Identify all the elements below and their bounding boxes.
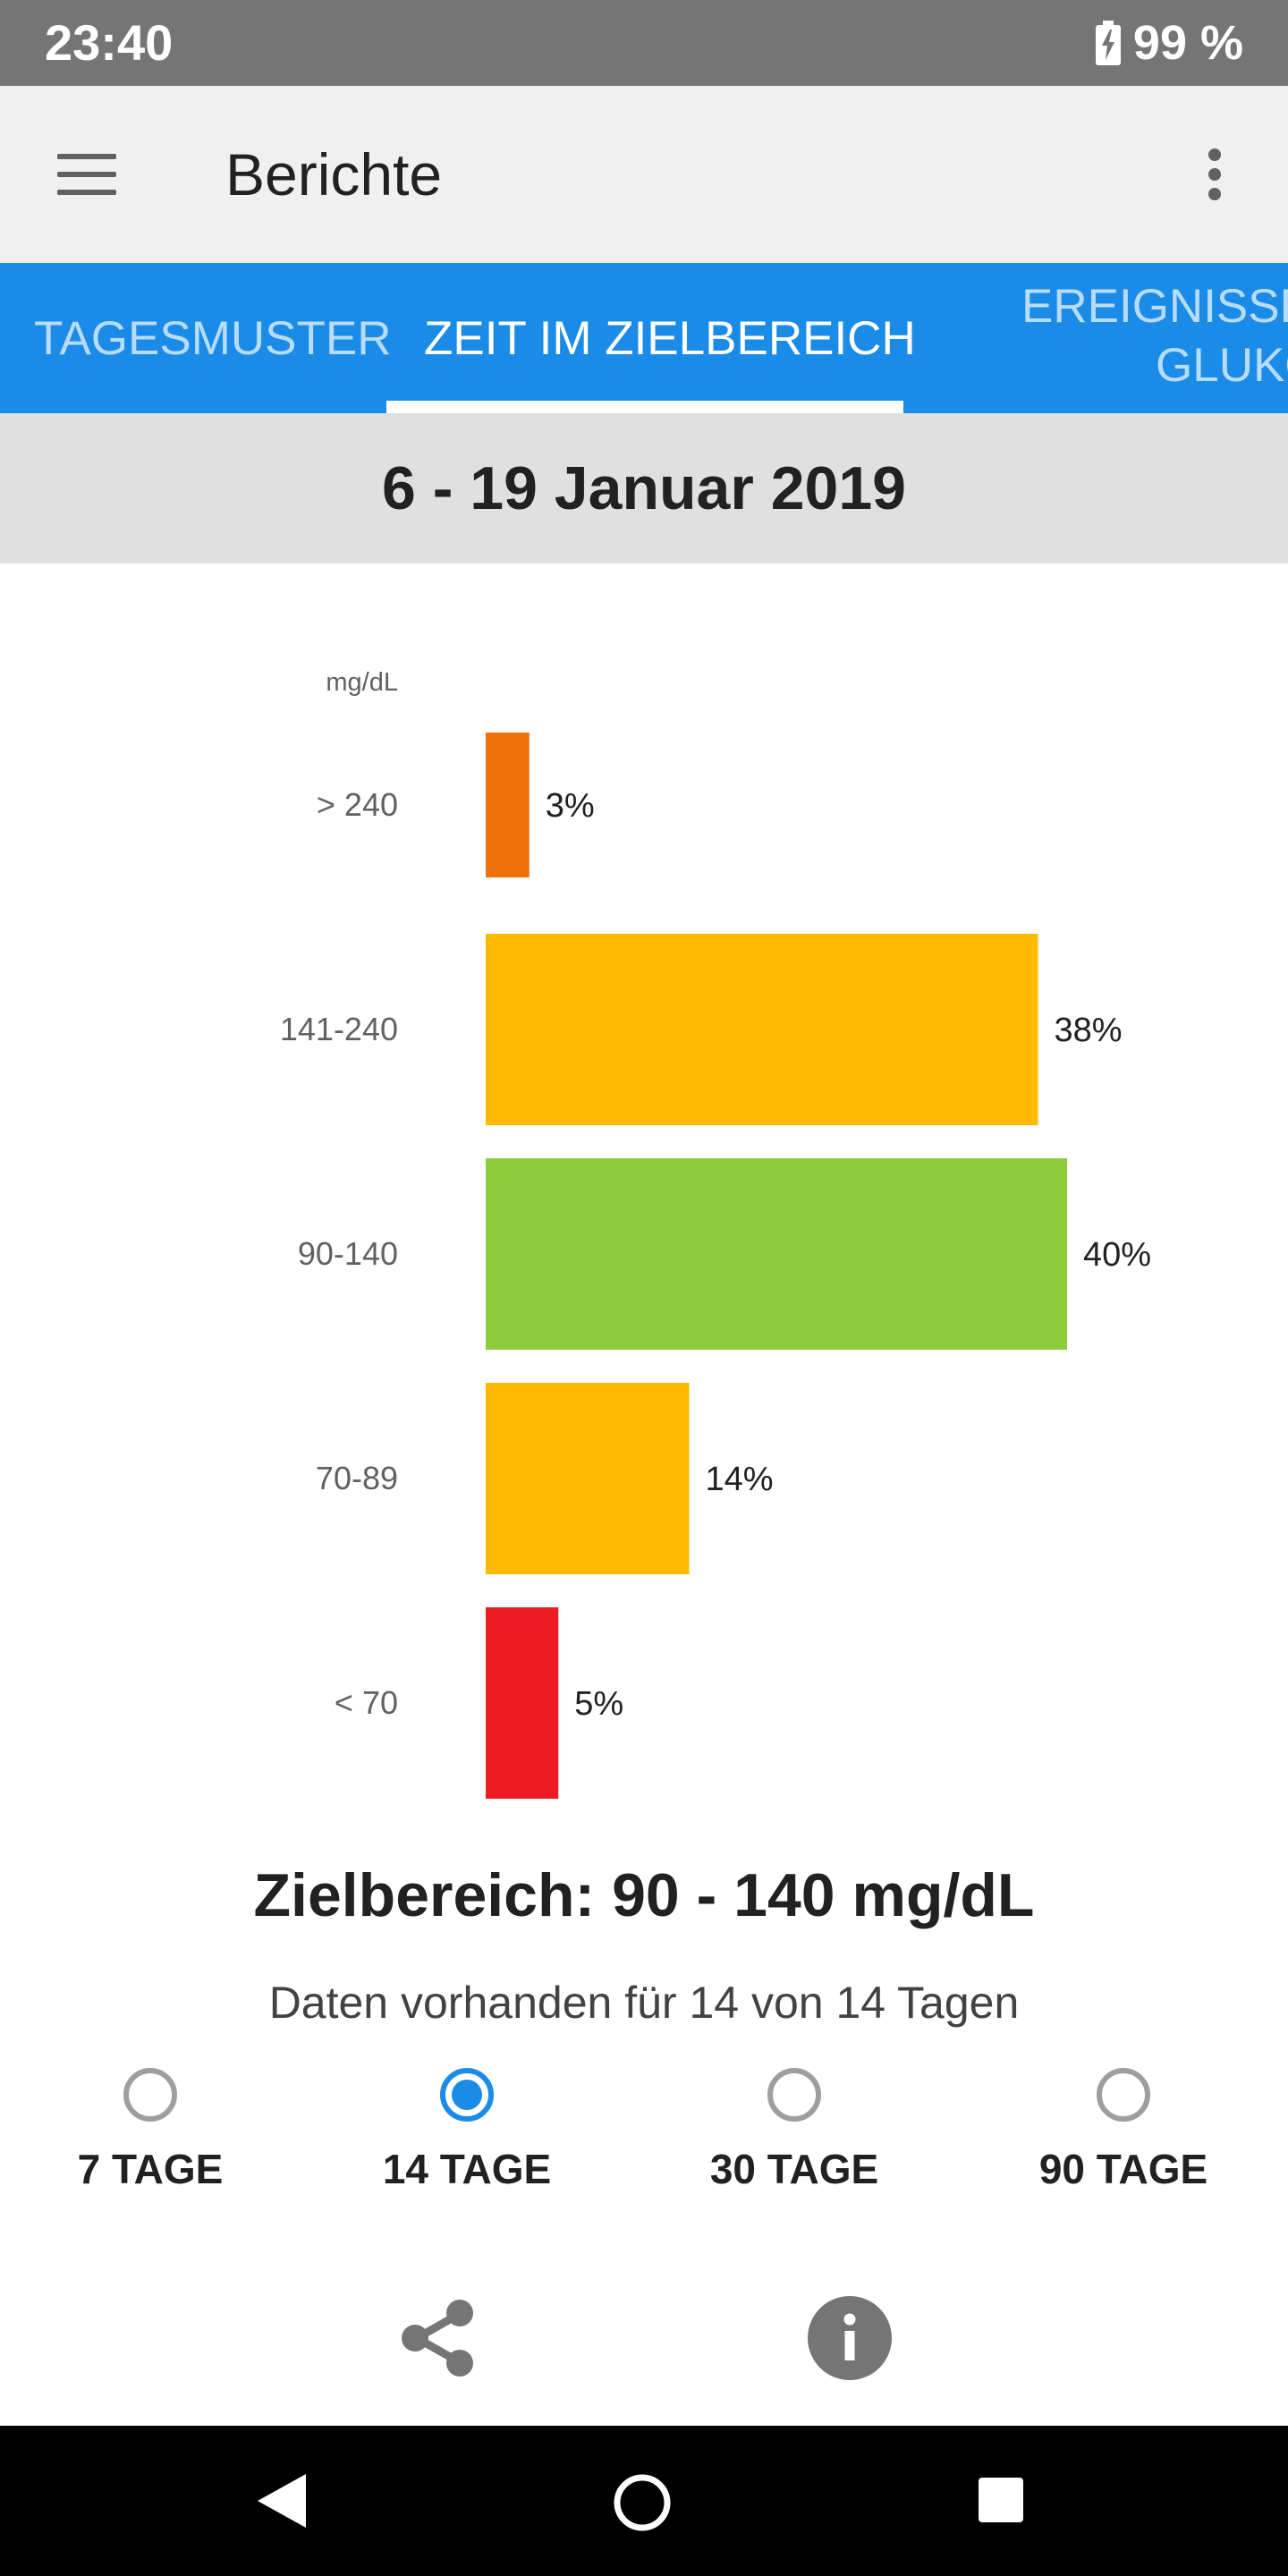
chart-category-label: < 70 xyxy=(335,1684,398,1721)
battery-level: 99 % xyxy=(1132,16,1243,70)
tab-ereignisse-line2: GLUKO xyxy=(1156,339,1288,392)
tab-ereignisse[interactable]: EREIGNISSE GLUKO xyxy=(1021,277,1288,399)
chart-category-label: 141-240 xyxy=(280,1011,398,1047)
chart-value-label: 40% xyxy=(1083,1236,1151,1274)
tab-zeit-im-zielbereich[interactable]: ZEIT IM ZIELBEREICH xyxy=(424,311,916,365)
chart-unit-label: mg/dL xyxy=(326,668,398,697)
period-label: 7 TAGE xyxy=(77,2146,224,2192)
info-icon[interactable] xyxy=(807,2295,893,2381)
period-7-days[interactable]: 7 TAGE xyxy=(7,2057,293,2209)
period-14-days[interactable]: 14 TAGE xyxy=(324,2057,610,2209)
target-range: Zielbereich: 90 - 140 mg/dL xyxy=(253,1861,1035,1929)
date-range: 6 - 19 Januar 2019 xyxy=(0,413,1288,564)
share-icon[interactable] xyxy=(394,2293,483,2383)
period-label: 14 TAGE xyxy=(382,2146,552,2192)
period-label: 30 TAGE xyxy=(709,2146,879,2192)
status-bar: 23:40 99 % xyxy=(0,0,1288,86)
chart-category-label: > 240 xyxy=(317,786,398,823)
chart-svg: mg/dL > 240 3% 141-240 38% 90-140 40% 70-89 14% <… xyxy=(280,668,1151,1799)
time-in-range-chart: mg/dL > 240 3% 141-240 38% 90-140 40% 70-89 14% <… xyxy=(0,564,1288,1816)
chart-value-label: 5% xyxy=(574,1685,623,1723)
chart-bar xyxy=(486,1158,1067,1350)
radio-7-days[interactable] xyxy=(123,2068,177,2122)
status-right: 99 % xyxy=(1095,0,1243,86)
active-tab-indicator xyxy=(386,401,903,413)
radio-14-days[interactable] xyxy=(440,2068,494,2122)
data-availability: Daten vorhanden für 14 von 14 Tagen xyxy=(268,1978,1020,2028)
page-title: Berichte xyxy=(225,141,443,208)
menu-icon[interactable] xyxy=(57,154,116,195)
back-icon[interactable] xyxy=(256,2472,308,2529)
nav-bar xyxy=(0,2426,1288,2576)
recents-icon[interactable] xyxy=(977,2476,1025,2524)
home-icon[interactable] xyxy=(612,2472,673,2533)
battery-charging-icon xyxy=(1095,21,1121,65)
radio-30-days[interactable] xyxy=(767,2068,821,2122)
period-30-days[interactable]: 30 TAGE xyxy=(651,2057,937,2209)
chart-value-label: 14% xyxy=(706,1461,774,1498)
chart-bar xyxy=(486,1383,690,1574)
chart-bar xyxy=(486,1607,559,1799)
tab-bar: TAGESMUSTER ZEIT IM ZIELBEREICH EREIGNIS… xyxy=(0,263,1288,413)
chart-category-label: 90-140 xyxy=(298,1235,398,1272)
chart-value-label: 3% xyxy=(546,787,595,825)
status-time: 23:40 xyxy=(45,14,174,71)
tab-tagesmuster[interactable]: TAGESMUSTER xyxy=(34,311,392,365)
period-90-days[interactable]: 90 TAGE xyxy=(980,2057,1267,2209)
chart-bar xyxy=(486,733,530,877)
chart-value-label: 38% xyxy=(1055,1012,1123,1049)
app-bar: Berichte xyxy=(0,86,1288,263)
radio-90-days[interactable] xyxy=(1097,2068,1150,2122)
period-label: 90 TAGE xyxy=(1038,2146,1208,2192)
more-vert-icon[interactable] xyxy=(1197,148,1233,202)
tab-ereignisse-line1: EREIGNISSE xyxy=(1021,280,1288,333)
chart-category-label: 70-89 xyxy=(316,1460,398,1496)
chart-bar xyxy=(486,934,1038,1125)
